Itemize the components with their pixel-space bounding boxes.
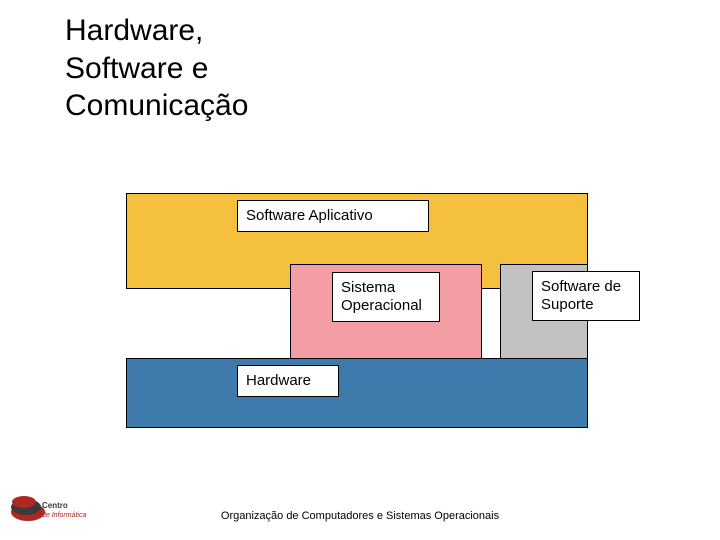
box-hardware [126,358,588,428]
slide-title: Hardware, Software e Comunicação [65,12,248,125]
slide: Hardware, Software e Comunicação Softwar… [0,0,720,540]
footer-text: Organização de Computadores e Sistemas O… [0,510,720,522]
label-suporte: Software de Suporte [532,271,640,321]
svg-text:Centro: Centro [42,501,68,510]
label-operacional: Sistema Operacional [332,272,440,322]
label-hardware: Hardware [237,365,339,397]
svg-text:de Informática: de Informática [42,512,86,519]
logo-icon: Centro de Informática [8,490,86,526]
label-aplicativo: Software Aplicativo [237,200,429,232]
